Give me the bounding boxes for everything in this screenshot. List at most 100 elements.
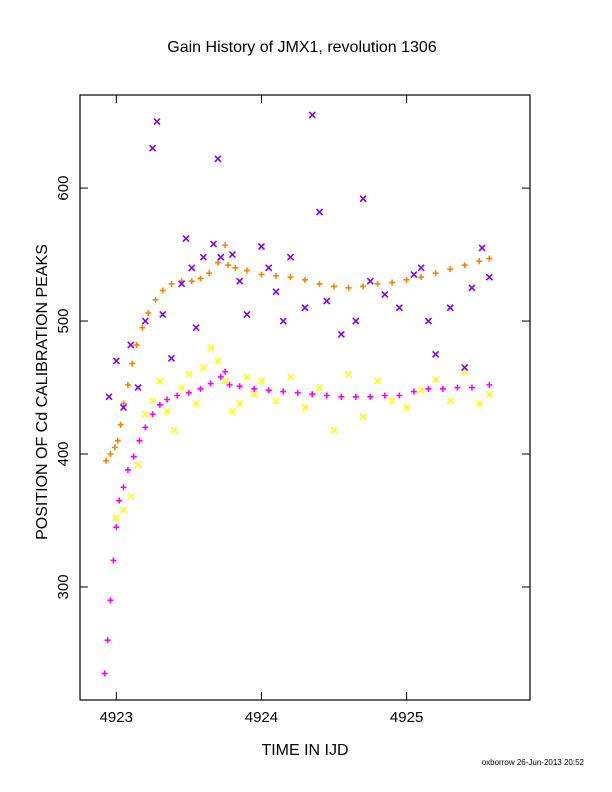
data-point [410,270,418,279]
data-point [486,255,493,262]
data-point [396,392,403,399]
data-point [226,381,233,388]
data-point [417,386,425,394]
chart-title: Gain History of JMX1, revolution 1306 [167,39,437,56]
data-point [170,426,178,434]
data-point [214,155,222,163]
x-tick-label: 4925 [390,709,423,726]
data-point [114,437,121,444]
data-point [182,235,190,243]
data-point [374,377,382,385]
data-point [257,377,266,385]
data-point [265,264,273,272]
data-point [209,240,218,248]
data-point [228,250,236,259]
data-point [149,144,157,152]
data-point [475,399,483,408]
data-point [141,410,149,418]
series-3 [105,111,493,412]
data-point [446,397,454,405]
data-point [168,280,175,287]
data-point [136,437,143,444]
data-point [159,310,167,318]
data-point [107,597,114,604]
data-point [167,354,176,362]
data-point [124,466,131,473]
data-point [381,392,388,399]
data-point [134,383,142,392]
data-point [331,283,338,290]
data-point [425,385,432,392]
y-axis-label: POSITION OF Cd CALIBRATION PEAKS [34,244,51,540]
data-point [236,277,244,285]
data-point [243,373,251,381]
data-point [199,364,207,372]
data-point [485,273,493,281]
y-tick-label: 600 [55,176,72,201]
data-point [153,118,161,126]
data-point [174,392,181,399]
data-point [199,253,207,261]
data-point [120,484,127,491]
data-point [360,283,367,290]
data-point [117,421,124,428]
data-point [257,243,266,251]
x-tick-label: 4924 [245,709,278,726]
y-tick-label: 500 [55,309,72,334]
data-point [279,317,287,325]
data-point [338,393,345,400]
data-point [468,284,476,292]
data-point [461,262,468,269]
data-point [152,296,159,303]
data-point [432,270,439,277]
data-point [236,383,243,390]
data-point [301,403,309,412]
data-point [103,457,110,464]
data-point [139,324,146,331]
data-point [124,381,131,388]
data-point [272,288,280,296]
data-point [178,280,186,288]
data-point [163,407,171,416]
data-point [104,637,111,644]
data-point [197,275,204,282]
data-point [222,242,229,249]
data-point [112,514,120,522]
data-point [344,370,353,378]
data-point [388,397,396,405]
data-point [461,364,469,372]
data-point [315,383,324,392]
data-point [265,387,272,394]
data-point [178,383,186,392]
data-point [280,388,287,395]
data-point [159,287,166,294]
data-point [113,524,120,531]
data-point [359,413,367,421]
data-point [207,344,215,352]
data-point [468,384,475,391]
data-point [156,377,164,385]
data-point [133,341,140,348]
series-0 [103,242,493,464]
data-point [142,424,149,431]
data-point [476,258,483,265]
data-point [486,381,493,388]
data-point [294,389,301,396]
data-point [286,253,295,261]
data-point [250,390,258,398]
data-point [222,368,229,375]
data-point [359,195,367,203]
data-point [217,373,224,380]
data-point [243,310,251,318]
data-point [287,274,294,281]
data-point [134,461,142,469]
data-point [127,341,135,349]
data-point [272,397,280,405]
data-point [309,391,316,398]
data-point [403,276,410,283]
data-point [101,670,108,677]
data-point [129,360,136,367]
data-point [110,557,117,564]
data-point [119,506,128,514]
